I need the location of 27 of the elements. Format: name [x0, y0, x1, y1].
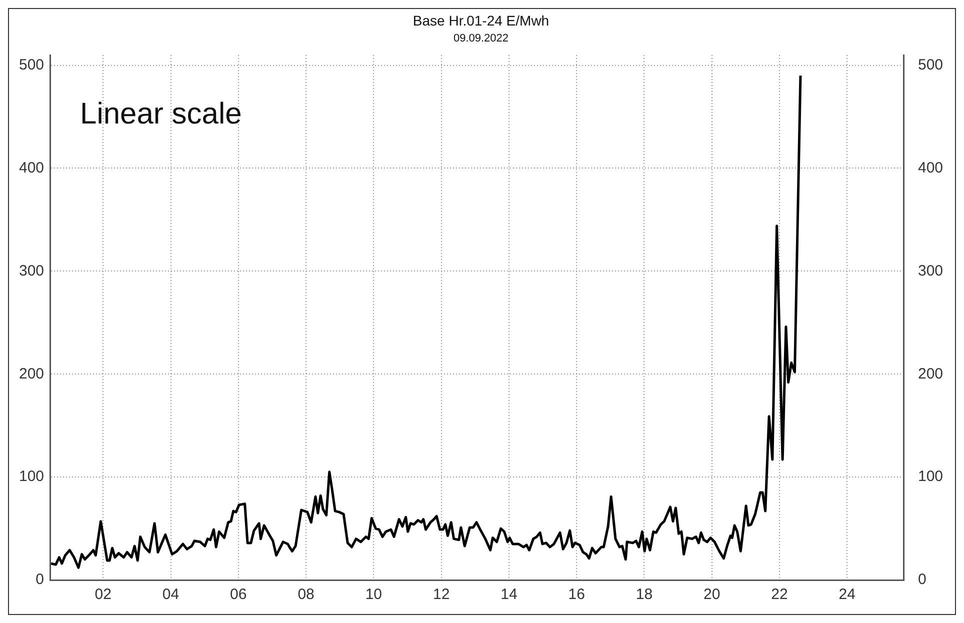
y2-tick-label: 400 [918, 159, 944, 176]
y2-tick-label: 300 [918, 262, 944, 280]
annotation: Linear scale [80, 97, 242, 130]
x-tick-label: 18 [636, 586, 653, 604]
x-tick-label: 14 [500, 586, 518, 604]
y2-tick-label: 0 [918, 571, 926, 588]
y-tick-label: 500 [18, 56, 44, 74]
chart-title: Base Hr.01-24 E/Mwh [412, 12, 550, 28]
x-tick-label: 02 [94, 586, 112, 604]
x-tick-label: 04 [162, 586, 180, 604]
y-tick-label: 100 [18, 468, 44, 486]
x-tick-label: 24 [838, 586, 856, 604]
chart-subtitle: 09.09.2022 [453, 32, 509, 44]
y-tick-label: 0 [36, 571, 44, 588]
y2-tick-label: 500 [918, 56, 944, 74]
x-tick-label: 12 [432, 586, 450, 604]
x-tick-label: 16 [568, 586, 585, 604]
y-tick-label: 300 [18, 262, 44, 280]
y-tick-label: 400 [18, 159, 44, 176]
x-tick-label: 20 [704, 586, 720, 604]
y-tick-label: 200 [18, 365, 44, 382]
x-tick-label: 08 [298, 586, 314, 604]
y2-tick-label: 200 [918, 365, 944, 382]
x-tick-label: 06 [230, 586, 247, 604]
y2-tick-label: 100 [918, 468, 944, 486]
x-tick-label: 10 [365, 586, 382, 604]
x-tick-label: 22 [771, 586, 788, 604]
